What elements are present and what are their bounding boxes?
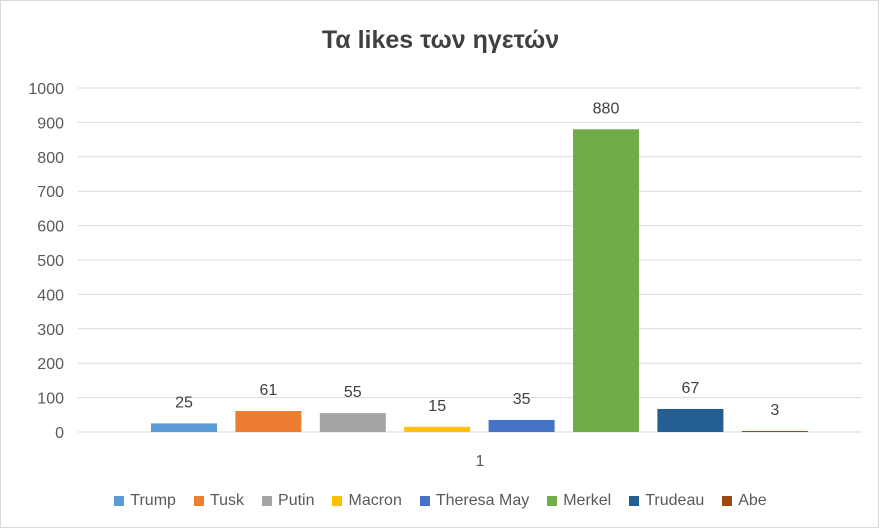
y-tick-label: 200 <box>37 356 64 373</box>
bar-trump <box>151 423 217 432</box>
legend-item: Theresa May <box>419 492 530 510</box>
legend-label: Theresa May <box>435 492 530 509</box>
legend-label: Abe <box>738 492 767 509</box>
bar-tusk <box>235 411 302 432</box>
legend-label: Macron <box>348 492 402 509</box>
legend-item: Abe <box>722 492 767 510</box>
x-category-label: 1 <box>476 453 485 470</box>
bar-merkel <box>573 129 639 432</box>
legend-label: Trump <box>130 492 176 509</box>
legend-item: Macron <box>332 492 402 510</box>
legend-swatch <box>262 496 273 506</box>
y-tick-label: 400 <box>37 287 64 304</box>
legend-label: Merkel <box>563 492 612 509</box>
data-label: 15 <box>428 398 446 415</box>
bar-putin <box>319 413 386 432</box>
bar-macron <box>404 426 471 432</box>
data-label: 61 <box>260 382 278 399</box>
legend-item: Trump <box>114 492 176 510</box>
data-label: 55 <box>344 384 362 401</box>
y-tick-label: 800 <box>37 150 64 167</box>
data-label: 25 <box>175 394 193 411</box>
y-tick-label: 0 <box>55 425 64 442</box>
chart-title: Τα likes των ηγετών <box>321 26 560 54</box>
legend-swatch <box>629 496 640 506</box>
bar-abe <box>741 430 808 432</box>
legend-swatch <box>547 496 558 506</box>
legend-item: Putin <box>262 492 314 510</box>
y-tick-label: 300 <box>37 322 64 339</box>
y-tick-label: 100 <box>37 391 64 408</box>
y-tick-label: 700 <box>37 184 64 201</box>
legend-item: Merkel <box>547 492 611 510</box>
legend-item: Tusk <box>193 492 245 510</box>
legend-swatch <box>722 496 733 506</box>
data-label: 880 <box>593 100 620 117</box>
y-tick-label: 900 <box>37 115 64 132</box>
y-tick-label: 500 <box>37 253 64 270</box>
legend-swatch <box>193 496 204 506</box>
legend-label: Putin <box>278 492 315 509</box>
y-tick-label: 1000 <box>28 81 64 98</box>
legend-swatch <box>419 496 430 506</box>
data-label: 3 <box>770 402 779 419</box>
data-label: 35 <box>513 391 531 408</box>
legend-label: Trudeau <box>645 492 705 509</box>
legend-swatch <box>114 496 125 506</box>
legend-label: Tusk <box>209 492 245 509</box>
legend-swatch <box>332 496 343 506</box>
bar-theresa-may <box>488 419 555 432</box>
bar-trudeau <box>657 408 724 432</box>
legend-item: Trudeau <box>629 492 704 510</box>
data-label: 67 <box>682 380 700 397</box>
chart-legend: Trump Tusk Putin Macron Theresa May Merkel Tru… <box>0 492 881 510</box>
y-tick-label: 600 <box>37 219 64 236</box>
